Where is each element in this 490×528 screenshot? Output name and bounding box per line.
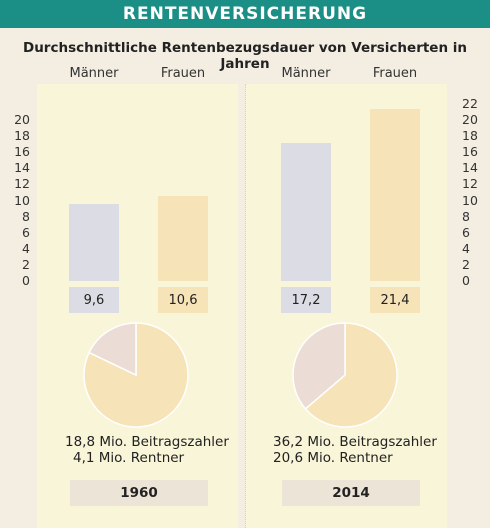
y-tick-right-20: 20 [462, 112, 478, 127]
y-tick-left-12: 12 [14, 176, 30, 192]
y-tick-right-10: 10 [462, 192, 478, 208]
bar-maenner-2014 [281, 142, 331, 281]
stat-rentner-1960: 4,1 Mio. Rentner [73, 450, 185, 466]
column-header-frauen-2014: Frauen [372, 66, 418, 81]
pie-slice-rentner-2014 [292, 322, 346, 410]
column-header-maenner-2014: Männer [281, 66, 331, 81]
bar-frauen-2014 [370, 108, 420, 281]
pie-slice-beitragszahler-2014 [304, 322, 398, 428]
y-tick-right-2: 2 [462, 256, 470, 272]
y-tick-left-6: 6 [22, 224, 30, 240]
value-label-maenner-2014: 17,2 [281, 287, 331, 313]
column-header-frauen-1960: Frauen [160, 66, 206, 81]
y-tick-right-14: 14 [462, 160, 478, 176]
y-tick-left-0: 0 [22, 273, 30, 288]
pie-chart-1960 [83, 322, 189, 428]
header-banner: RENTENVERSICHERUNG [0, 0, 490, 28]
bar-frauen-1960 [158, 195, 208, 281]
y-tick-left-18: 18 [14, 128, 30, 144]
year-label-2014: 2014 [282, 480, 420, 506]
y-tick-left-4: 4 [22, 240, 30, 256]
pie-slice-rentner-1960 [88, 322, 137, 377]
y-tick-right-6: 6 [462, 224, 470, 240]
value-label-frauen-1960: 10,6 [158, 287, 208, 313]
y-tick-left-20: 20 [14, 112, 30, 127]
y-tick-left-2: 2 [22, 256, 30, 272]
y-tick-right-4: 4 [462, 240, 470, 256]
y-tick-right-22: 22 [462, 95, 478, 111]
y-tick-left-8: 8 [22, 208, 30, 224]
header-title: RENTENVERSICHERUNG [122, 4, 368, 24]
y-tick-left-16: 16 [14, 144, 30, 160]
y-tick-right-12: 12 [462, 176, 478, 192]
stat-beitragszahler-1960: 18,8 Mio. Beitragszahler [65, 434, 229, 450]
column-header-maenner-1960: Männer [69, 66, 119, 81]
stat-block-2014: 36,2 Mio. Beitragszahler 20,6 Mio. Rentn… [273, 434, 437, 466]
stat-block-1960: 18,8 Mio. Beitragszahler 4,1 Mio. Rentne… [65, 434, 229, 466]
y-tick-left-10: 10 [14, 192, 30, 208]
panel-divider [245, 84, 246, 528]
y-tick-left-14: 14 [14, 160, 30, 176]
year-label-1960: 1960 [70, 480, 208, 506]
pie-slice-beitragszahler-1960 [83, 322, 189, 428]
chart-title: Durchschnittliche Rentenbezugsdauer von … [22, 40, 468, 72]
y-tick-right-16: 16 [462, 144, 478, 160]
y-tick-right-0: 0 [462, 273, 470, 288]
stat-rentner-2014: 20,6 Mio. Rentner [273, 450, 393, 466]
pie-chart-2014 [292, 322, 398, 428]
stat-beitragszahler-2014: 36,2 Mio. Beitragszahler [273, 434, 437, 450]
y-tick-right-8: 8 [462, 208, 470, 224]
y-tick-right-18: 18 [462, 128, 478, 144]
bar-maenner-1960 [69, 203, 119, 281]
value-label-frauen-2014: 21,4 [370, 287, 420, 313]
value-label-maenner-1960: 9,6 [69, 287, 119, 313]
